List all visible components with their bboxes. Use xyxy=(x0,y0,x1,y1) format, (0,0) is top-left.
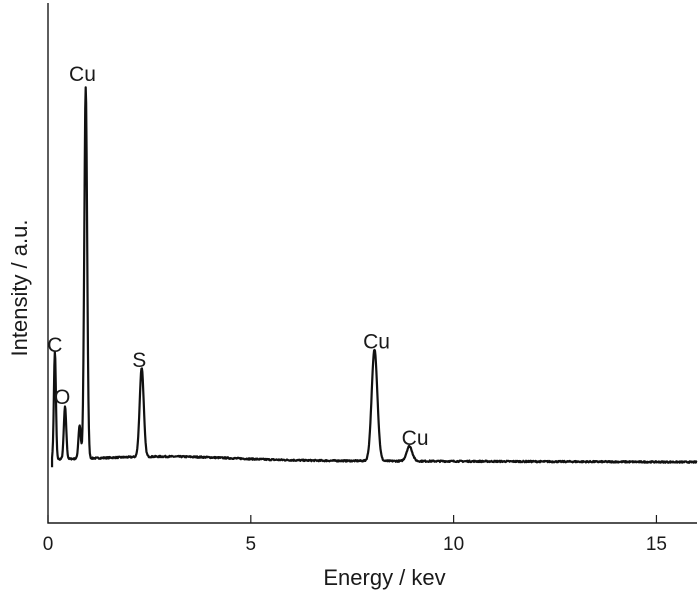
peak-label: Cu xyxy=(402,427,429,450)
x-tick-label: 5 xyxy=(246,534,257,555)
peak-label: S xyxy=(132,349,146,372)
peak-label: Cu xyxy=(363,330,390,353)
x-ticks: 0 5 10 15 xyxy=(43,515,667,555)
x-tick-label: 10 xyxy=(443,534,464,555)
peak-label: C xyxy=(47,334,62,357)
peak-label: Cu xyxy=(69,63,96,86)
peak-label: O xyxy=(54,386,70,409)
y-axis-label: Intensity / a.u. xyxy=(7,220,32,357)
spectrum-line xyxy=(50,86,698,468)
x-axis-label: Energy / kev xyxy=(323,565,445,590)
x-tick-label: 15 xyxy=(646,534,667,555)
x-tick-label: 0 xyxy=(43,534,54,555)
peak-labels: C O Cu S Cu Cu xyxy=(47,63,428,450)
